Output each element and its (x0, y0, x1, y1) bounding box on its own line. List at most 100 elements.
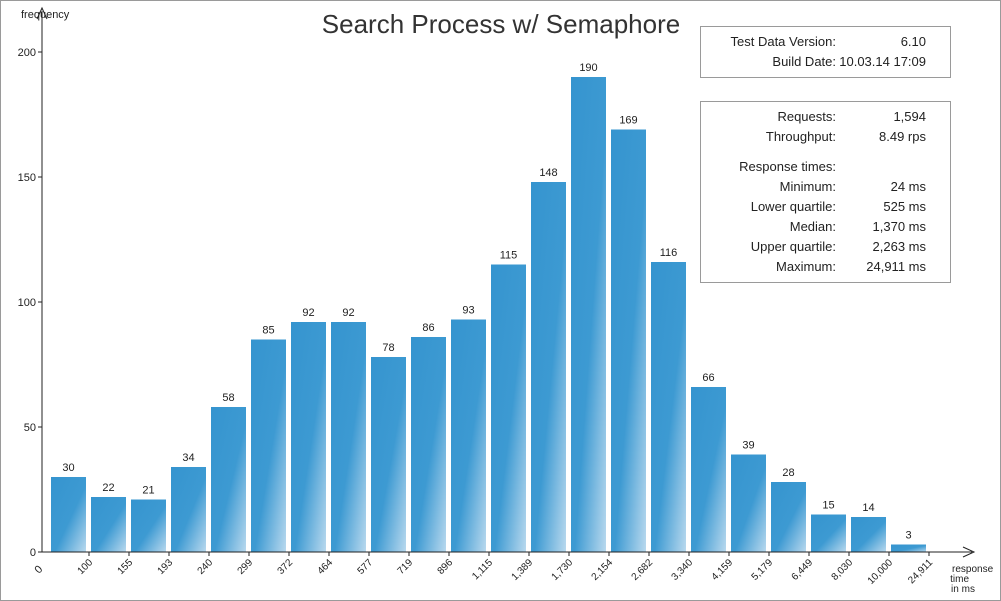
bar-value-label: 190 (579, 62, 597, 74)
upper-quartile-value: 2,263 ms (872, 239, 926, 254)
bar-value-label: 58 (222, 392, 234, 404)
bar-value-label: 85 (262, 325, 274, 337)
minimum-label: Minimum: (779, 179, 836, 194)
bar-value-label: 15 (822, 500, 834, 512)
y-tick-label: 0 (30, 547, 36, 559)
x-tick-label: 299 (236, 557, 256, 577)
bar (331, 322, 366, 552)
x-tick-label: 896 (436, 557, 456, 577)
bar-value-label: 39 (742, 440, 754, 452)
bar-value-label: 66 (702, 372, 714, 384)
minimum-value: 24 ms (890, 179, 926, 194)
bar (851, 517, 886, 552)
lower-quartile-value: 525 ms (883, 199, 926, 214)
x-tick-label: 24,911 (906, 557, 935, 586)
bar (251, 339, 286, 552)
version-label: Test Data Version: (730, 34, 837, 49)
y-tick-label: 50 (24, 422, 36, 434)
bar (771, 482, 806, 552)
bar (531, 182, 566, 552)
bar-value-labels: 30 22 21 34 58 85 92 92 78 86 93 115 148 190 169 116 66 3… (62, 62, 911, 542)
bar-value-label: 3 (905, 530, 911, 542)
bar-value-label: 28 (782, 467, 794, 479)
bar-value-label: 21 (142, 485, 154, 497)
bar-value-label: 30 (62, 462, 74, 474)
bar (291, 322, 326, 552)
x-tick-label: 3,340 (670, 557, 696, 583)
requests-value: 1,594 (893, 109, 926, 124)
bar (451, 319, 486, 552)
x-tick-label: 372 (276, 557, 296, 577)
x-tick-label: 8,030 (830, 557, 856, 583)
bar (371, 357, 406, 552)
x-tick-label: 5,179 (750, 557, 776, 583)
x-tick-label: 577 (356, 557, 376, 577)
bar (651, 262, 686, 552)
x-tick-label: 1,389 (510, 557, 536, 583)
bar (691, 387, 726, 552)
bar (171, 467, 206, 552)
y-axis-label: frequency (21, 9, 70, 21)
response-times-label: Response times: (739, 159, 836, 174)
x-tick-label: 6,449 (790, 557, 816, 583)
y-axis-arrow (36, 6, 48, 20)
y-tick-label: 200 (18, 47, 36, 59)
bar (131, 499, 166, 552)
x-tick-label: 4,159 (710, 557, 736, 583)
bar-value-label: 116 (660, 247, 678, 259)
upper-quartile-label: Upper quartile: (750, 239, 836, 254)
x-tick-label: 100 (76, 557, 96, 577)
x-tick-label: 2,682 (630, 557, 656, 583)
y-axis-ticks: 0 50 100 150 200 (18, 47, 42, 559)
bar-value-label: 93 (462, 305, 474, 317)
bar (571, 77, 606, 552)
bars-group (51, 77, 926, 552)
requests-label: Requests: (777, 109, 836, 124)
bar-value-label: 78 (382, 342, 394, 354)
x-axis-arrow (962, 546, 976, 558)
bar (811, 514, 846, 552)
version-value: 6.10 (900, 34, 926, 49)
bar (51, 477, 86, 552)
throughput-label: Throughput: (765, 129, 836, 144)
bar-value-label: 148 (539, 167, 557, 179)
bar (731, 454, 766, 552)
throughput-value: 8.49 rps (879, 129, 926, 144)
x-axis-label-line-3: in ms (951, 584, 975, 595)
y-tick-label: 100 (18, 297, 36, 309)
x-tick-label: 719 (396, 557, 416, 577)
x-origin-label: 0 (32, 563, 45, 576)
x-axis-label-line-1: response (952, 564, 994, 575)
maximum-label: Maximum: (776, 259, 836, 274)
maximum-value: 24,911 ms (866, 259, 926, 274)
x-axis-label: response time in ms (950, 564, 996, 595)
build-date-label: Build Date: (772, 54, 836, 69)
bar (611, 129, 646, 552)
bar (891, 544, 926, 552)
bar-value-label: 115 (500, 250, 518, 262)
bar (91, 497, 126, 552)
bar-value-label: 22 (102, 482, 114, 494)
x-tick-label: 1,730 (550, 557, 576, 583)
bar-value-label: 92 (342, 307, 354, 319)
build-date-value: 10.03.14 17:09 (839, 54, 926, 69)
build-info-box: Test Data Version: 6.10 Build Date: 10.0… (700, 26, 951, 78)
stats-box: Requests: 1,594 Throughput: 8.49 rps Res… (700, 101, 951, 283)
x-tick-label: 10,000 (866, 557, 896, 587)
x-tick-label: 2,154 (590, 557, 616, 583)
bar-value-label: 14 (862, 502, 874, 514)
x-tick-label: 193 (156, 557, 176, 577)
x-tick-label: 155 (116, 557, 136, 577)
median-label: Median: (789, 219, 836, 234)
median-value: 1,370 ms (872, 219, 926, 234)
bar (411, 337, 446, 552)
bar-value-label: 86 (422, 322, 434, 334)
bar-value-label: 92 (302, 307, 314, 319)
lower-quartile-label: Lower quartile: (750, 199, 836, 214)
x-tick-labels: 100 155 193 240 299 372 464 577 719 896 1,115 1,389… (76, 552, 935, 587)
bar (211, 407, 246, 552)
x-tick-label: 464 (316, 557, 336, 577)
y-tick-label: 150 (18, 172, 36, 184)
